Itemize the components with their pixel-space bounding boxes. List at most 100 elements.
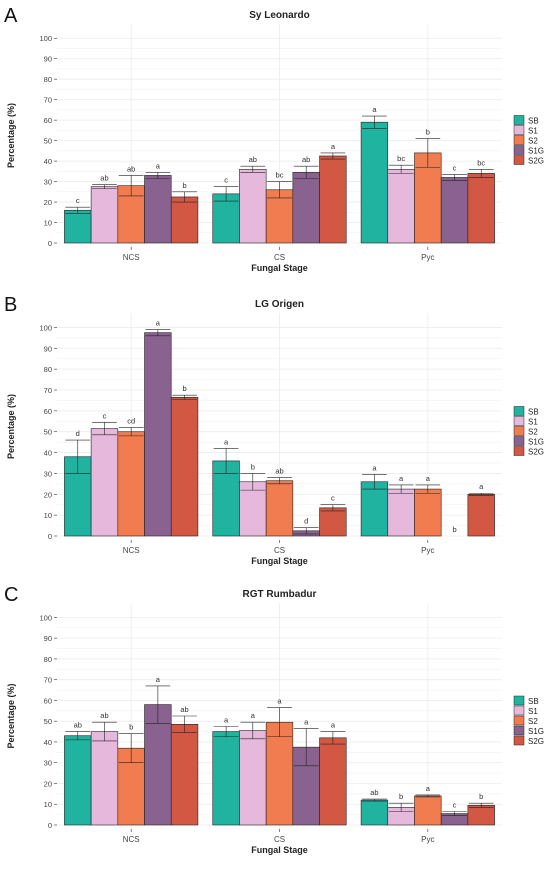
- y-tick-label: 0: [48, 821, 52, 830]
- significance-letter: c: [103, 411, 107, 420]
- bar-s2g-pyc: [467, 493, 495, 537]
- significance-letter: a: [156, 675, 161, 684]
- bar-s1-pyc: [387, 168, 415, 244]
- significance-letter: c: [224, 176, 228, 185]
- legend-swatch-s2: [513, 135, 525, 145]
- legend-swatch-s1g: [513, 725, 525, 736]
- significance-letter: a: [224, 437, 229, 446]
- y-tick-label: 20: [44, 198, 52, 207]
- legend-label: S1: [528, 707, 538, 716]
- bar-sb-pyc: [360, 121, 389, 244]
- significance-letter: c: [453, 163, 457, 172]
- bar-s1-pyc: [387, 488, 415, 537]
- bar-s2-ncs: [117, 431, 145, 537]
- y-tick-label: 100: [39, 34, 52, 43]
- significance-letter: c: [453, 801, 457, 810]
- significance-letter: ab: [180, 705, 188, 714]
- bar-s2-cs: [265, 480, 294, 537]
- significance-letter: cd: [127, 417, 135, 426]
- significance-letter: a: [251, 711, 256, 720]
- legend-swatch-s1: [513, 705, 525, 716]
- y-tick-label: 40: [44, 738, 52, 747]
- legend-swatch-sb: [513, 406, 525, 416]
- y-tick-label: 70: [44, 676, 52, 685]
- y-tick-label: 70: [44, 96, 52, 105]
- bar-s2g-pyc: [467, 804, 495, 826]
- x-axis-label: Fungal Stage: [251, 845, 308, 855]
- bar-sb-pyc: [360, 481, 389, 537]
- y-tick-label: 60: [44, 116, 52, 125]
- x-tick-label: Pyc: [421, 546, 434, 555]
- y-tick-label: 40: [44, 157, 52, 166]
- legend-swatch-s1: [513, 416, 525, 426]
- bar-s1g-cs: [292, 172, 320, 244]
- bar-s1-ncs: [90, 731, 119, 826]
- significance-letter: c: [76, 196, 80, 205]
- panel-letter: B: [4, 294, 17, 316]
- bar-s2g-ncs: [170, 396, 199, 537]
- y-tick-label: 80: [44, 365, 52, 374]
- legend-swatch-s2g: [513, 446, 525, 456]
- bar-s2-pyc: [414, 152, 442, 244]
- x-tick-label: CS: [274, 835, 285, 844]
- legend-label: S1G: [528, 438, 544, 447]
- y-tick-label: 50: [44, 137, 52, 146]
- significance-letter: a: [399, 474, 404, 483]
- bar-s1-ncs: [90, 428, 119, 537]
- significance-letter: a: [372, 105, 377, 114]
- x-tick-label: Pyc: [421, 253, 434, 262]
- significance-letter: a: [331, 721, 336, 730]
- legend-swatch-sb: [513, 115, 525, 125]
- significance-letter: c: [331, 494, 335, 503]
- chart-panel-a: A Sy Leonardo 0 10 20 30 40 50 60 70 80 90 100 Percen…: [4, 5, 544, 273]
- x-axis-label: Fungal Stage: [251, 263, 308, 273]
- legend-label: SB: [528, 117, 539, 126]
- bar-s2g-pyc: [467, 173, 495, 244]
- legend-label: S1: [528, 418, 538, 427]
- legend-label: S1G: [528, 727, 544, 736]
- significance-letter: a: [426, 474, 431, 483]
- chart-title: LG Origen: [255, 299, 304, 310]
- legend-swatch-s2: [513, 426, 525, 436]
- bar-s2g-ncs: [170, 724, 199, 826]
- x-tick-label: Pyc: [421, 835, 434, 844]
- significance-letter: b: [251, 462, 255, 471]
- significance-letter: ab: [74, 721, 82, 730]
- bar-s2g-cs: [319, 507, 347, 537]
- bar-s1g-ncs: [144, 175, 172, 244]
- legend-swatch-s2: [513, 715, 525, 726]
- x-tick-label: NCS: [123, 253, 140, 262]
- y-tick-label: 50: [44, 717, 52, 726]
- significance-letter: ab: [370, 788, 378, 797]
- significance-letter: b: [182, 181, 186, 190]
- y-tick-label: 60: [44, 696, 52, 705]
- panel-letter: A: [4, 5, 18, 27]
- x-tick-label: NCS: [123, 546, 140, 555]
- significance-letter: a: [479, 482, 484, 491]
- significance-letter: b: [399, 792, 403, 801]
- legend-swatch-sb: [513, 695, 525, 706]
- legend-label: S1G: [528, 147, 544, 156]
- legend-swatch-s2g: [513, 735, 525, 746]
- bar-s2g-ncs: [170, 196, 199, 244]
- bar-s2g-cs: [319, 155, 347, 244]
- y-tick-label: 20: [44, 779, 52, 788]
- bar-s1-cs: [239, 168, 267, 244]
- y-axis-label: Percentage (%): [6, 394, 16, 459]
- legend-label: S2: [528, 137, 538, 146]
- legend-swatch-s1: [513, 125, 525, 135]
- y-tick-label: 100: [39, 323, 52, 332]
- legend-label: S2: [528, 717, 538, 726]
- significance-letter: a: [304, 717, 309, 726]
- y-tick-label: 20: [44, 490, 52, 499]
- significance-letter: ab: [249, 155, 257, 164]
- significance-letter: ab: [100, 711, 108, 720]
- bar-s1g-pyc: [440, 177, 469, 244]
- chart-title: Sy Leonardo: [249, 10, 310, 21]
- y-tick-label: 50: [44, 428, 52, 437]
- chart-panel-c: C RGT Rumbadur 0 10 20 30 40 50 60 70 80 90 100 Perce…: [4, 584, 544, 855]
- legend-label: S2G: [528, 157, 544, 166]
- y-tick-label: 90: [44, 55, 52, 64]
- significance-letter: bc: [477, 158, 485, 167]
- y-tick-label: 40: [44, 449, 52, 458]
